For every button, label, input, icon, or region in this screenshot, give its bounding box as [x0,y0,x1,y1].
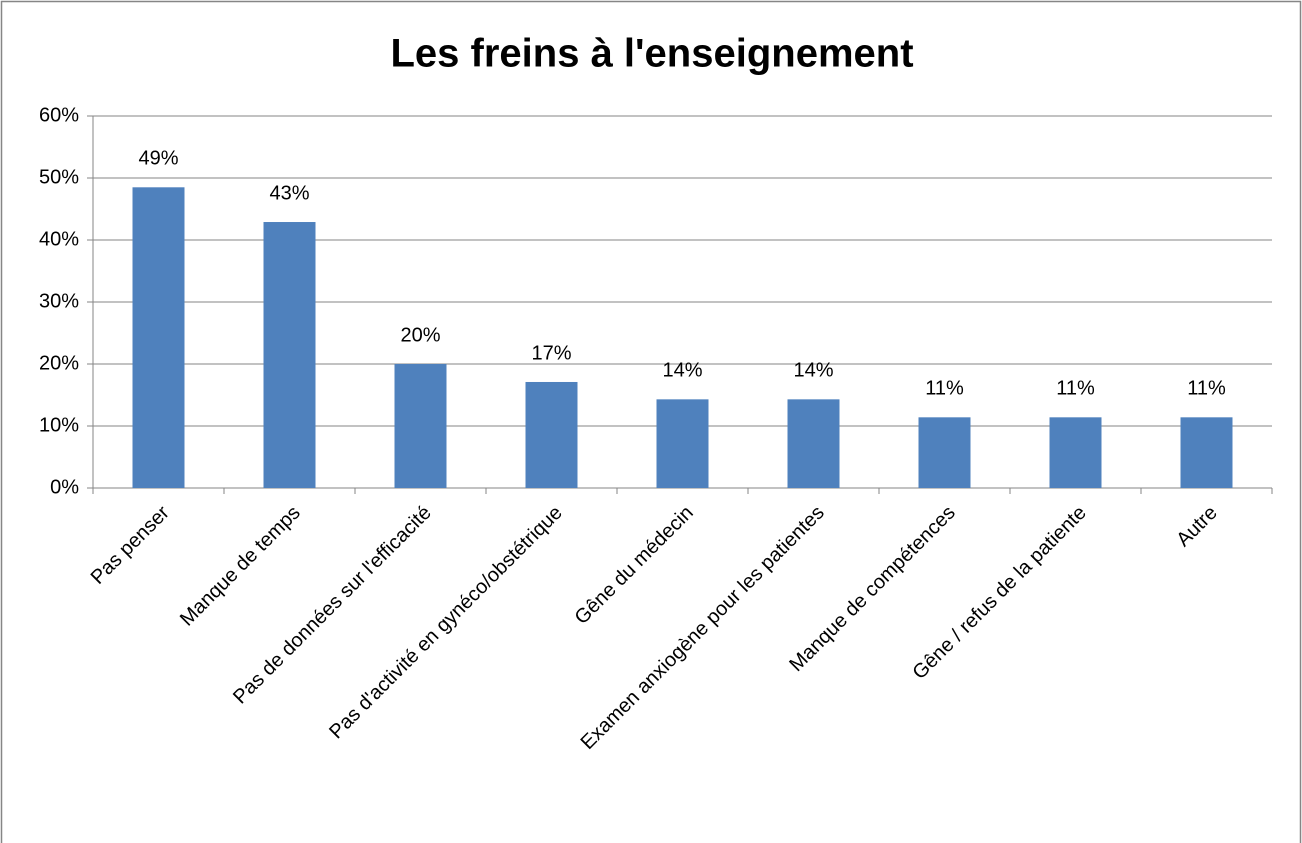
bar [263,222,316,488]
bar [1180,417,1233,488]
y-tick-label: 10% [39,414,79,436]
y-tick-label: 60% [39,104,79,126]
bar [1049,417,1102,488]
bar [918,417,971,488]
bar [132,187,185,489]
data-label: 14% [662,360,702,382]
y-tick-label: 30% [39,290,79,312]
data-label: 43% [269,182,309,204]
data-label: 14% [793,360,833,382]
bar [656,399,709,488]
chart-title: Les freins à l'enseignement [390,32,913,76]
y-tick-label: 20% [39,352,79,374]
bar [525,381,578,488]
bar [394,364,447,488]
data-label: 20% [400,324,440,346]
data-label: 49% [138,148,178,170]
y-tick-label: 40% [39,228,79,250]
y-tick-label: 50% [39,166,79,188]
bar [787,399,840,488]
data-label: 11% [1056,378,1095,400]
data-label: 17% [531,342,571,364]
y-tick-label: 0% [50,476,79,498]
data-label: 11% [925,378,964,400]
data-label: 11% [1187,378,1226,400]
